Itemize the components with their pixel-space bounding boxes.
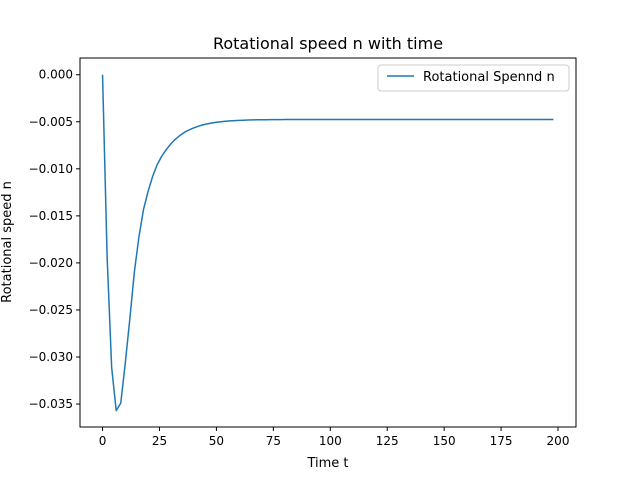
- x-tick-label: 0: [99, 434, 107, 448]
- x-axis-label: Time t: [306, 456, 348, 471]
- legend-label: Rotational Spennd n: [423, 70, 555, 85]
- plot-area: [80, 58, 576, 427]
- y-axis-label: Rotational speed n: [0, 181, 15, 303]
- legend: Rotational Spennd n: [377, 64, 570, 92]
- y-axis: 0.000 −0.005 −0.010 −0.015 −0.020 −0.025 −0.03…: [29, 68, 80, 411]
- y-tick-label: −0.035: [29, 397, 73, 411]
- x-tick-label: 200: [547, 434, 570, 448]
- y-tick-label: −0.010: [29, 162, 73, 176]
- legend-box: [377, 64, 570, 92]
- x-tick-label: 25: [152, 434, 167, 448]
- y-tick-label: −0.025: [29, 303, 73, 317]
- x-tick-label: 175: [490, 434, 513, 448]
- y-tick-label: −0.005: [29, 115, 73, 129]
- series-layer: [101, 74, 554, 412]
- x-axis: 0 25 50 75 100 125 150 175 200: [99, 427, 570, 448]
- x-tick-label: 125: [376, 434, 399, 448]
- x-tick-label: 50: [209, 434, 224, 448]
- chart-title: Rotational speed n with time: [213, 34, 443, 53]
- x-tick-label: 75: [266, 434, 281, 448]
- y-tick-label: 0.000: [39, 68, 73, 82]
- x-tick-label: 150: [433, 434, 456, 448]
- y-tick-label: −0.020: [29, 256, 73, 270]
- plot-frame: [79, 57, 577, 428]
- plot-background: [80, 58, 576, 427]
- y-tick-label: −0.030: [29, 350, 73, 364]
- x-tick-label: 100: [319, 434, 342, 448]
- series-line: [101, 74, 554, 412]
- y-tick-label: −0.015: [29, 209, 73, 223]
